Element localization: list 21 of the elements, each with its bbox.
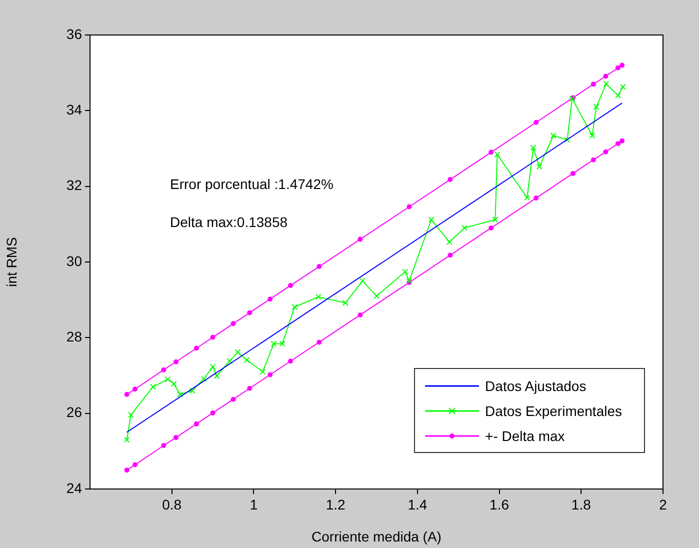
x-axis-title: Corriente medida (A) xyxy=(312,528,442,544)
legend-label: Datos Ajustados xyxy=(485,378,586,394)
y-tick-label: 24 xyxy=(66,480,82,496)
y-tick-label: 34 xyxy=(66,102,82,118)
x-tick-label: 0.8 xyxy=(162,496,182,512)
y-tick-label: 32 xyxy=(66,177,82,194)
x-tick-label: 1.6 xyxy=(490,496,510,512)
y-tick-label: 26 xyxy=(66,404,82,420)
y-tick-label: 30 xyxy=(66,252,82,269)
x-tick-label: 2 xyxy=(659,496,668,512)
x-tick-label: 1.2 xyxy=(326,496,346,512)
legend-label: +- Delta max xyxy=(485,428,565,444)
x-tick-label: 1 xyxy=(250,496,258,512)
x-tick-label: 1.8 xyxy=(571,496,592,512)
annotation: Delta max:0.13858 xyxy=(170,214,288,230)
annotation: Error porcentual :1.4742% xyxy=(170,176,334,192)
y-tick-label: 36 xyxy=(66,26,82,42)
x-tick-label: 1.4 xyxy=(408,496,428,512)
y-axis-title: int RMS xyxy=(3,237,20,287)
legend-label: Datos Experimentales xyxy=(485,402,622,418)
y-tick-label: 28 xyxy=(66,328,82,345)
